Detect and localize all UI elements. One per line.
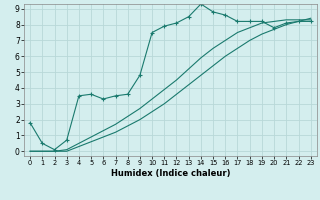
X-axis label: Humidex (Indice chaleur): Humidex (Indice chaleur)	[111, 169, 230, 178]
